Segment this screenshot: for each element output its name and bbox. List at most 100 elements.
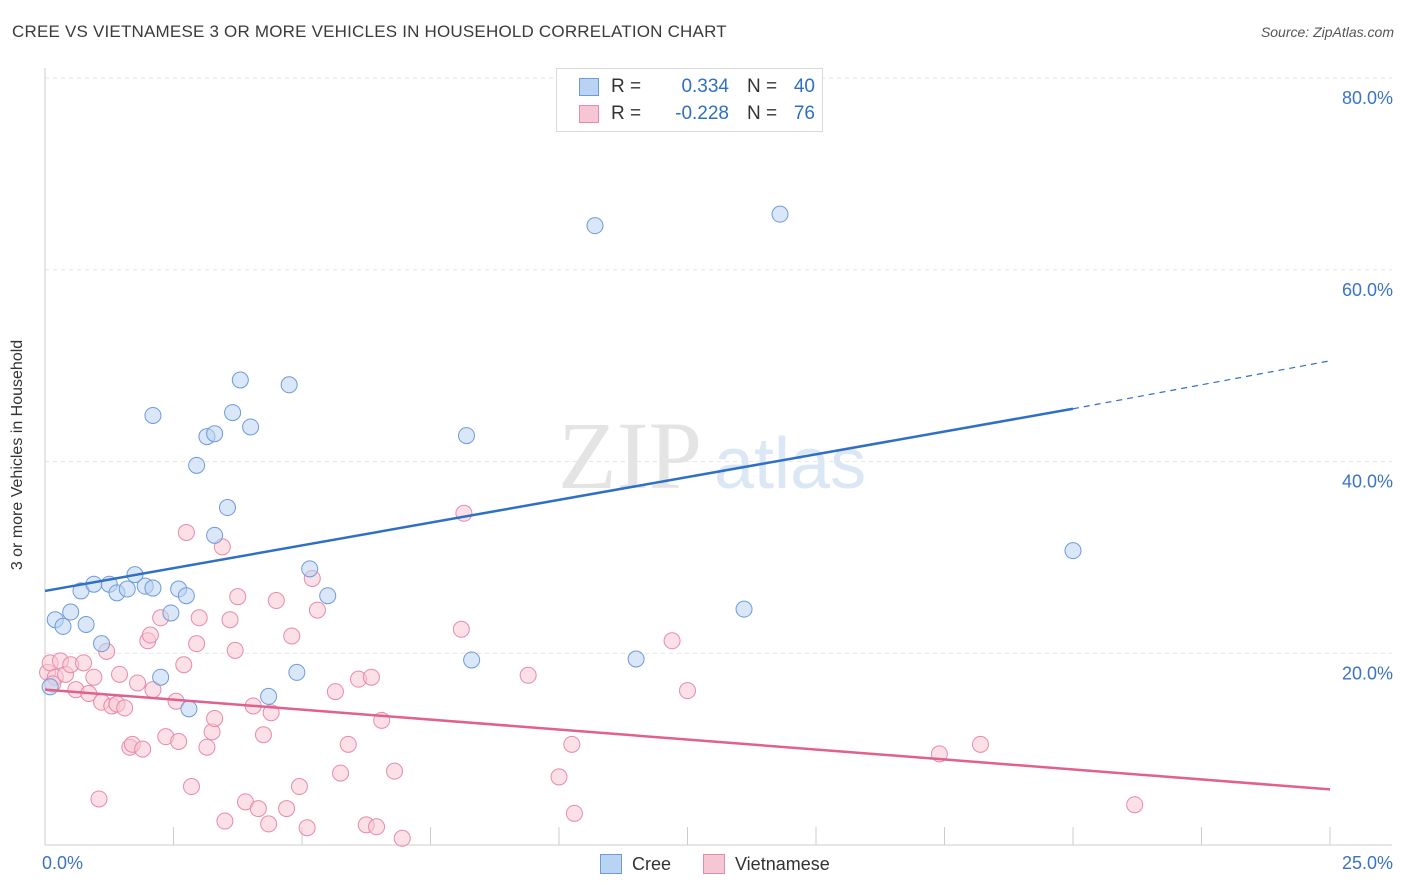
trend-lines (44, 360, 1331, 791)
trend-line-cree-extension (1072, 360, 1331, 410)
point-cree (118, 580, 136, 598)
point-vietnamese (85, 668, 103, 686)
point-cree (280, 376, 298, 394)
point-cree (41, 678, 59, 696)
bottom-legend-vietnamese: Vietnamese (703, 852, 830, 876)
point-vietnamese (206, 709, 224, 727)
watermark-zip: ZIP (558, 402, 702, 509)
point-vietnamese (198, 738, 216, 756)
point-vietnamese (283, 627, 301, 645)
point-vietnamese (368, 818, 386, 836)
bottom-legend-swatch-cree (600, 854, 622, 874)
point-vietnamese (75, 654, 93, 672)
legend-swatch-cree (579, 78, 599, 96)
point-vietnamese (229, 588, 247, 606)
x-tick-label: 25.0% (1342, 853, 1393, 873)
legend-r-value: -0.228 (675, 103, 729, 124)
point-vietnamese (326, 683, 344, 701)
point-vietnamese (141, 626, 159, 644)
point-vietnamese (177, 523, 195, 541)
point-cree (1064, 542, 1082, 560)
point-vietnamese (278, 800, 296, 818)
y-tick-label: 20.0% (1342, 663, 1393, 683)
point-cree (206, 526, 224, 544)
y-tick-label: 80.0% (1342, 88, 1393, 108)
tick-labels: 20.0% 40.0% 60.0% 80.0% 0.0% 25.0% (42, 88, 1393, 873)
point-cree (627, 650, 645, 668)
point-vietnamese (221, 611, 239, 629)
point-vietnamese (134, 740, 152, 758)
point-cree (144, 579, 162, 597)
point-vietnamese (175, 656, 193, 674)
point-cree (288, 663, 306, 681)
y-axis-label: 3 or more Vehicles in Household (9, 339, 26, 571)
legend-row-vietnamese: R = -0.228 N = 76 (579, 102, 815, 126)
legend-swatch-vietnamese (579, 105, 599, 123)
point-vietnamese (519, 666, 537, 684)
point-cree (152, 668, 170, 686)
point-vietnamese (170, 732, 188, 750)
point-cree (177, 587, 195, 605)
point-vietnamese (663, 632, 681, 650)
point-cree (457, 427, 475, 445)
point-cree (231, 371, 249, 389)
point-cree (93, 635, 111, 653)
point-vietnamese (188, 635, 206, 653)
point-cree (735, 600, 753, 618)
point-vietnamese (550, 768, 568, 786)
axes (44, 68, 1392, 846)
point-vietnamese (290, 778, 308, 796)
point-vietnamese (190, 609, 208, 627)
point-vietnamese (182, 778, 200, 796)
point-vietnamese (971, 735, 989, 753)
point-vietnamese (90, 790, 108, 808)
point-cree (301, 560, 319, 578)
point-vietnamese (386, 762, 404, 780)
ticks (44, 827, 1331, 845)
y-tick-label: 40.0% (1342, 472, 1393, 492)
point-vietnamese (249, 800, 267, 818)
bottom-legend-cree: Cree (600, 852, 671, 876)
legend-n-value: 76 (793, 103, 815, 124)
point-cree (319, 587, 337, 605)
watermark-atlas: atlas (714, 424, 866, 504)
point-cree (260, 687, 278, 705)
source-label: Source: ZipAtlas.com (1260, 24, 1394, 40)
point-cree (224, 404, 242, 422)
point-vietnamese (226, 641, 244, 659)
trend-line-cree (44, 407, 1074, 593)
legend-n-label: N = (747, 103, 778, 124)
point-vietnamese (308, 601, 326, 619)
point-vietnamese (452, 620, 470, 638)
point-vietnamese (1126, 796, 1144, 814)
point-vietnamese (254, 726, 272, 744)
point-cree (180, 700, 198, 718)
legend-r-label: R = (611, 76, 642, 97)
point-cree (188, 456, 206, 474)
bottom-legend-label-cree: Cree (632, 853, 672, 874)
point-cree (162, 604, 180, 622)
point-cree (206, 425, 224, 443)
point-cree (242, 418, 260, 436)
point-cree (54, 617, 72, 635)
point-vietnamese (129, 674, 147, 692)
point-vietnamese (216, 812, 234, 830)
point-vietnamese (563, 735, 581, 753)
trend-line-vietnamese (44, 688, 1331, 791)
legend-n-label: N = (747, 76, 778, 97)
point-vietnamese (260, 815, 278, 833)
point-cree (771, 205, 789, 223)
point-cree (62, 603, 80, 621)
point-vietnamese (393, 829, 411, 847)
point-vietnamese (111, 665, 129, 683)
point-vietnamese (298, 819, 316, 837)
correlation-legend: R = 0.334 N = 40 R = -0.228 N = 76 (556, 68, 823, 132)
series-vietnamese (39, 504, 1144, 847)
point-vietnamese (339, 735, 357, 753)
point-cree (586, 217, 604, 235)
point-vietnamese (267, 592, 285, 610)
legend-n-value: 40 (793, 76, 815, 97)
point-vietnamese (679, 682, 696, 700)
chart-title: CREE VS VIETNAMESE 3 OR MORE VEHICLES IN… (12, 22, 727, 41)
